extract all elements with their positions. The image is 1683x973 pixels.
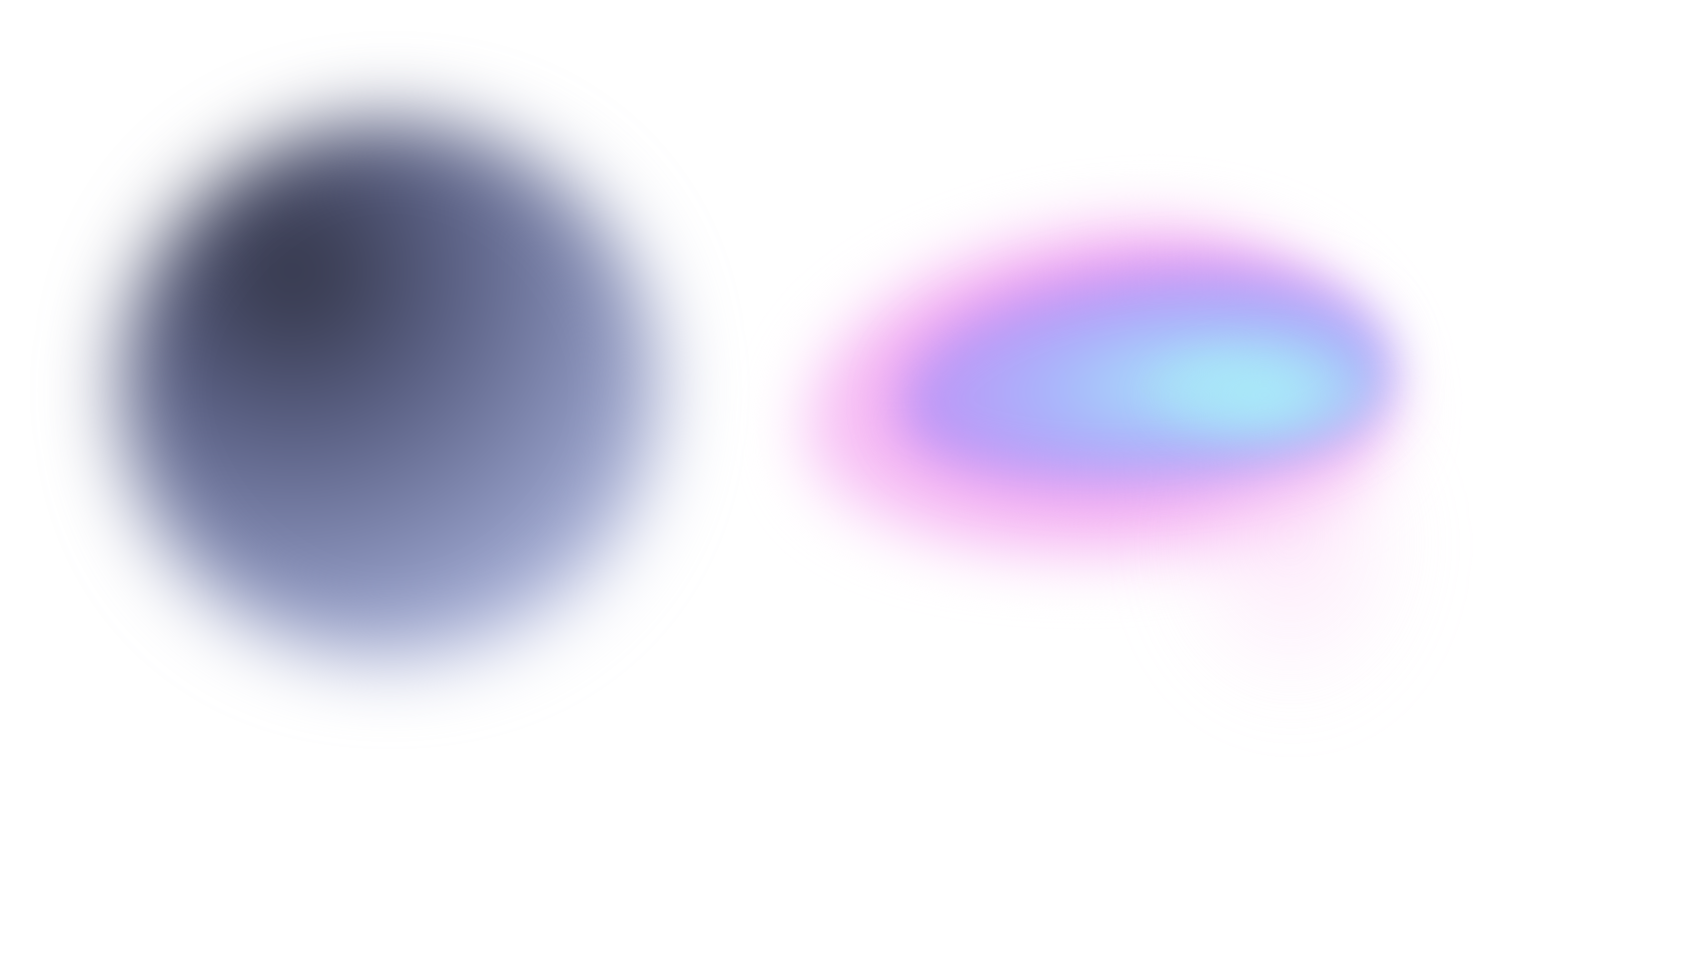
cyan-cloud-glow	[1150, 340, 1380, 450]
pink-cloud-tail	[1170, 440, 1410, 700]
dark-gradient-orb	[120, 120, 660, 660]
violet-cloud-core	[893, 253, 1397, 497]
pink-cloud-halo	[784, 200, 1406, 590]
